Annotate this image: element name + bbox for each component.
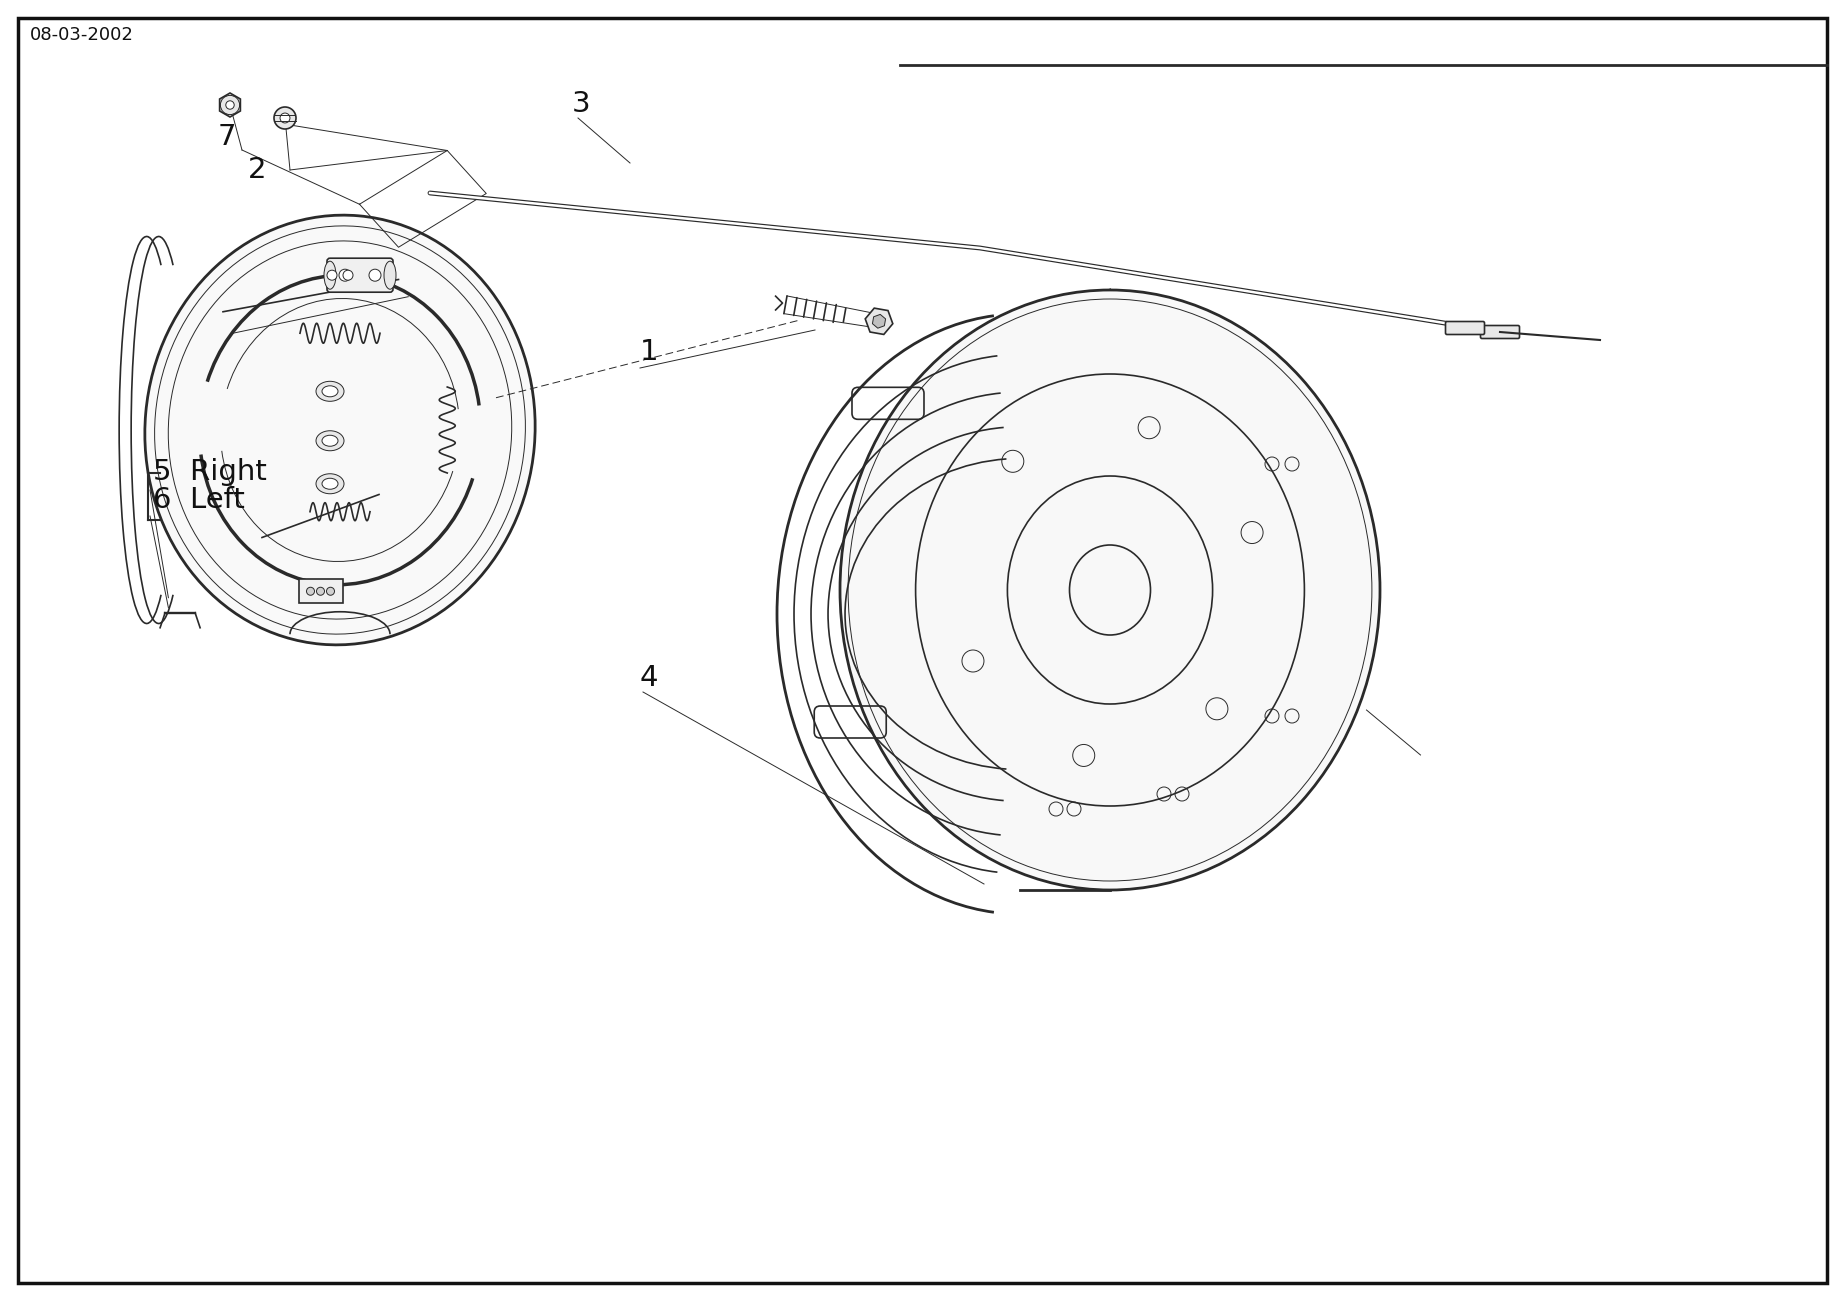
Ellipse shape	[839, 290, 1380, 890]
Ellipse shape	[323, 479, 338, 489]
Text: 2: 2	[247, 156, 266, 183]
Text: 08-03-2002: 08-03-2002	[30, 26, 135, 44]
Ellipse shape	[315, 431, 343, 450]
Text: 6  Left: 6 Left	[153, 487, 245, 514]
Circle shape	[369, 269, 382, 281]
Text: 3: 3	[572, 90, 590, 118]
Circle shape	[327, 271, 338, 280]
Circle shape	[317, 587, 325, 596]
Text: 7: 7	[218, 124, 236, 151]
Circle shape	[280, 113, 290, 124]
Ellipse shape	[146, 215, 535, 645]
Circle shape	[339, 269, 351, 281]
Circle shape	[225, 100, 234, 109]
Text: 5  Right: 5 Right	[153, 458, 268, 487]
Ellipse shape	[323, 436, 338, 446]
Circle shape	[327, 587, 334, 596]
FancyBboxPatch shape	[1480, 325, 1520, 338]
Text: 4: 4	[640, 664, 659, 692]
Bar	[299, 579, 343, 604]
Circle shape	[306, 587, 314, 596]
Ellipse shape	[325, 262, 336, 289]
Circle shape	[343, 271, 352, 280]
Ellipse shape	[315, 474, 343, 494]
Text: 1: 1	[640, 338, 659, 366]
Ellipse shape	[323, 386, 338, 397]
Ellipse shape	[315, 381, 343, 401]
FancyBboxPatch shape	[1445, 321, 1485, 334]
Ellipse shape	[384, 262, 397, 289]
Circle shape	[275, 107, 295, 129]
FancyBboxPatch shape	[327, 258, 393, 293]
